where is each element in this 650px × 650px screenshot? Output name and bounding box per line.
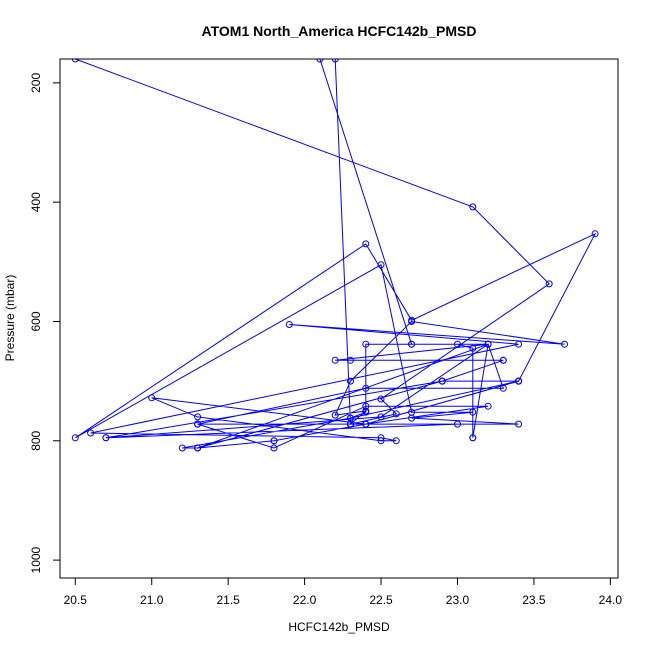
data-point	[148, 394, 156, 402]
data-point	[377, 437, 385, 445]
data-point	[194, 413, 202, 421]
data-point	[377, 434, 385, 442]
data-point	[347, 420, 354, 428]
data-point	[362, 384, 370, 392]
data-point	[454, 340, 461, 348]
data-point	[87, 429, 95, 437]
x-tick-label: 23.0	[446, 593, 470, 607]
data-point	[331, 411, 339, 419]
x-tick-label: 23.5	[522, 593, 546, 607]
data-point	[71, 59, 79, 63]
data-point	[178, 444, 186, 452]
x-tick-label: 22.5	[369, 593, 393, 607]
y-axis-label: Pressure (mbar)	[3, 275, 17, 362]
data-point	[316, 59, 324, 63]
data-point	[285, 321, 293, 328]
x-tick-label: 21.0	[140, 593, 164, 607]
plot-frame	[59, 58, 619, 579]
x-tick-label: 21.5	[216, 593, 240, 607]
data-point	[438, 377, 446, 385]
data-point	[469, 203, 477, 211]
data-point	[331, 59, 339, 63]
data-point	[591, 230, 599, 238]
data-point	[408, 340, 416, 348]
data-point	[561, 340, 568, 348]
data-point	[499, 384, 507, 392]
data-point	[194, 444, 202, 452]
data-point	[362, 420, 370, 428]
data-point	[347, 377, 354, 385]
data-point	[484, 340, 492, 348]
data-point	[484, 402, 492, 410]
x-axis-label: HCFC142b_PMSD	[288, 620, 390, 634]
data-point	[377, 413, 385, 421]
x-tick-label: 20.5	[64, 593, 88, 607]
data-point	[194, 420, 202, 428]
data-point	[454, 420, 461, 428]
x-tick-label: 22.0	[293, 593, 317, 607]
data-point	[362, 407, 370, 415]
data-point	[377, 261, 385, 269]
x-axis: 20.5 21.0 21.5 22.0 22.5 23.0 23.5 24.0	[64, 577, 623, 607]
data-point	[270, 437, 278, 445]
y-tick-label: 400	[29, 192, 43, 212]
data-point	[377, 395, 385, 403]
data-point	[71, 434, 79, 442]
series-line	[75, 59, 597, 449]
data-point	[469, 434, 477, 442]
y-axis: 200 400 600 800 1000	[29, 73, 60, 573]
data-point	[270, 444, 278, 452]
plot-area	[71, 59, 599, 452]
data-point	[469, 344, 477, 352]
data-point	[362, 340, 370, 348]
data-point	[347, 356, 354, 364]
data-point	[102, 434, 110, 442]
data-point	[408, 316, 416, 324]
data-point	[499, 356, 507, 364]
data-point	[362, 402, 370, 410]
x-tick-label: 24.0	[599, 593, 623, 607]
data-point	[515, 340, 523, 348]
data-point	[545, 280, 553, 288]
data-point	[515, 377, 523, 385]
data-point	[331, 356, 339, 364]
data-point	[392, 410, 400, 418]
y-tick-label: 600	[29, 311, 43, 331]
y-tick-label: 800	[29, 430, 43, 450]
y-tick-label: 1000	[29, 546, 43, 573]
data-point	[515, 420, 523, 428]
chart-title: ATOM1 North_America HCFC142b_PMSD	[202, 23, 477, 39]
data-point	[392, 437, 400, 445]
y-tick-label: 200	[29, 73, 43, 93]
data-point	[408, 408, 416, 416]
data-point	[362, 240, 370, 248]
data-point	[469, 408, 477, 416]
